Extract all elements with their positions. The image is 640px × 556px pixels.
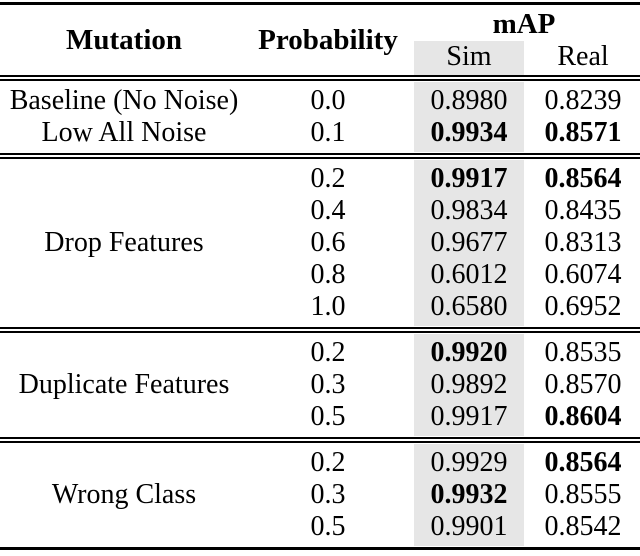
probability-cell: 0.5 <box>310 511 346 542</box>
table-header: Mutation Probability mAP Sim Real <box>0 5 640 75</box>
probability-cell: 0.2 <box>310 447 346 478</box>
probability-cell: 0.2 <box>310 163 346 194</box>
real-cell: 0.8564 <box>544 163 622 194</box>
table-row: Baseline (No Noise) 0.0 0.8980 0.8239 <box>0 85 640 117</box>
section-drop-features: Drop Features 0.2 0.9917 0.8564 0.4 0.98… <box>0 159 640 327</box>
section-duplicate-features: Duplicate Features 0.2 0.9920 0.8535 0.3… <box>0 333 640 437</box>
mutation-cell: Baseline (No Noise) <box>9 85 239 116</box>
section-separator-rule <box>0 327 640 333</box>
mutation-cell <box>0 337 248 369</box>
probability-cell: 0.6 <box>310 227 346 258</box>
sim-column-highlight <box>414 160 524 326</box>
bottom-rule <box>0 547 640 550</box>
probability-cell: 0.2 <box>310 337 346 368</box>
top-rule <box>0 2 640 5</box>
table-row: 0.3 0.9892 0.8570 <box>0 369 640 401</box>
col-header-probability: Probability <box>258 24 398 56</box>
mutation-cell <box>0 291 248 323</box>
real-cell: 0.8555 <box>544 479 622 510</box>
col-header-map: mAP <box>492 8 556 40</box>
mutation-cell <box>0 259 248 291</box>
mutation-cell <box>0 195 248 227</box>
section-wrong-class: Wrong Class 0.2 0.9929 0.8564 0.3 0.9932… <box>0 443 640 547</box>
probability-cell: 0.0 <box>310 85 346 116</box>
probability-cell: 0.3 <box>310 369 346 400</box>
probability-cell: 1.0 <box>310 291 346 322</box>
sim-cell: 0.9834 <box>430 195 508 226</box>
table-row: 0.3 0.9932 0.8555 <box>0 479 640 511</box>
header-separator-rule <box>0 75 640 81</box>
col-header-mutation: Mutation <box>66 24 182 56</box>
table-row: 0.2 0.9929 0.8564 <box>0 447 640 479</box>
mutation-cell <box>0 401 248 433</box>
real-cell: 0.8239 <box>544 85 622 116</box>
sim-cell: 0.8980 <box>430 85 508 116</box>
table-row: 1.0 0.6580 0.6952 <box>0 291 640 323</box>
sim-cell: 0.9920 <box>430 337 508 368</box>
real-cell: 0.6074 <box>544 259 622 290</box>
mutation-cell <box>0 447 248 479</box>
mutation-cell <box>0 479 248 511</box>
sim-column-highlight <box>414 444 524 546</box>
table-row: 0.5 0.9917 0.8604 <box>0 401 640 433</box>
table-row: 0.2 0.9920 0.8535 <box>0 337 640 369</box>
mutation-cell <box>0 511 248 543</box>
sim-cell: 0.9892 <box>430 369 508 400</box>
probability-cell: 0.4 <box>310 195 346 226</box>
sim-cell: 0.9901 <box>430 511 508 542</box>
real-cell: 0.8564 <box>544 447 622 478</box>
table-row: 0.5 0.9901 0.8542 <box>0 511 640 543</box>
mutation-group-label: Duplicate Features <box>18 369 230 400</box>
probability-cell: 0.3 <box>310 479 346 510</box>
col-header-sim: Sim <box>414 41 524 75</box>
mutation-cell <box>0 227 248 259</box>
mutation-cell <box>0 163 248 195</box>
real-cell: 0.8313 <box>544 227 622 258</box>
sim-cell: 0.9932 <box>430 479 508 510</box>
real-cell: 0.8604 <box>544 401 622 432</box>
real-cell: 0.8571 <box>544 117 622 148</box>
table-row: 0.8 0.6012 0.6074 <box>0 259 640 291</box>
sim-column-highlight <box>414 334 524 436</box>
probability-cell: 0.8 <box>310 259 346 290</box>
table-row: 0.4 0.9834 0.8435 <box>0 195 640 227</box>
table-row: Low All Noise 0.1 0.9934 0.8571 <box>0 117 640 149</box>
sim-cell: 0.9917 <box>430 401 508 432</box>
mutation-cell <box>0 369 248 401</box>
mutation-cell: Low All Noise <box>41 117 207 148</box>
real-cell: 0.6952 <box>544 291 622 322</box>
sim-cell: 0.9917 <box>430 163 508 194</box>
sim-column-highlight <box>414 82 524 152</box>
col-header-real: Real <box>557 41 609 72</box>
section-baseline: Baseline (No Noise) 0.0 0.8980 0.8239 Lo… <box>0 81 640 153</box>
real-cell: 0.8542 <box>544 511 622 542</box>
sim-cell: 0.6580 <box>430 291 508 322</box>
sim-cell: 0.9677 <box>430 227 508 258</box>
mutation-group-label: Wrong Class <box>51 479 197 510</box>
probability-cell: 0.1 <box>310 117 346 148</box>
real-cell: 0.8435 <box>544 195 622 226</box>
sim-cell: 0.9929 <box>430 447 508 478</box>
table-row: 0.2 0.9917 0.8564 <box>0 163 640 195</box>
section-separator-rule <box>0 437 640 443</box>
real-cell: 0.8570 <box>544 369 622 400</box>
probability-cell: 0.5 <box>310 401 346 432</box>
real-cell: 0.8535 <box>544 337 622 368</box>
table-row: 0.6 0.9677 0.8313 <box>0 227 640 259</box>
sim-cell: 0.9934 <box>430 117 508 148</box>
mutation-group-label: Drop Features <box>44 227 204 258</box>
section-separator-rule <box>0 153 640 159</box>
sim-cell: 0.6012 <box>430 259 508 290</box>
